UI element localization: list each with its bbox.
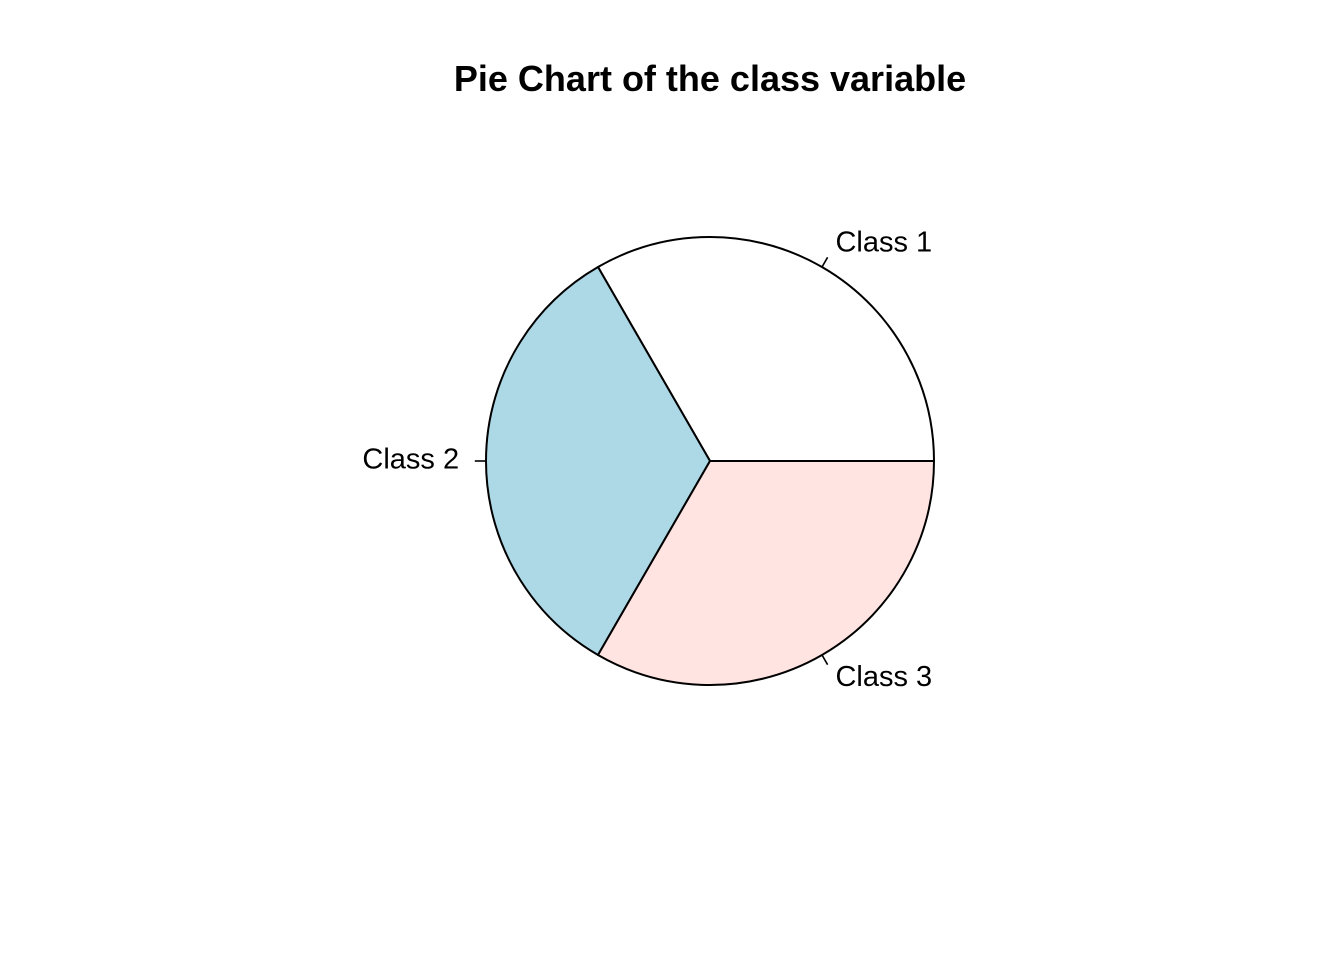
pie-tick-class-1 (821, 256, 829, 268)
pie-tick-class-3 (821, 654, 829, 666)
pie-label-class-3: Class 3 (835, 661, 932, 693)
pie-label-class-1: Class 1 (835, 226, 932, 258)
pie-label-ticks (474, 256, 829, 666)
pie-label-class-2: Class 2 (362, 444, 459, 476)
pie-slices (484, 236, 935, 686)
pie-labels: Class 1 Class 2 Class 3 (362, 226, 932, 693)
